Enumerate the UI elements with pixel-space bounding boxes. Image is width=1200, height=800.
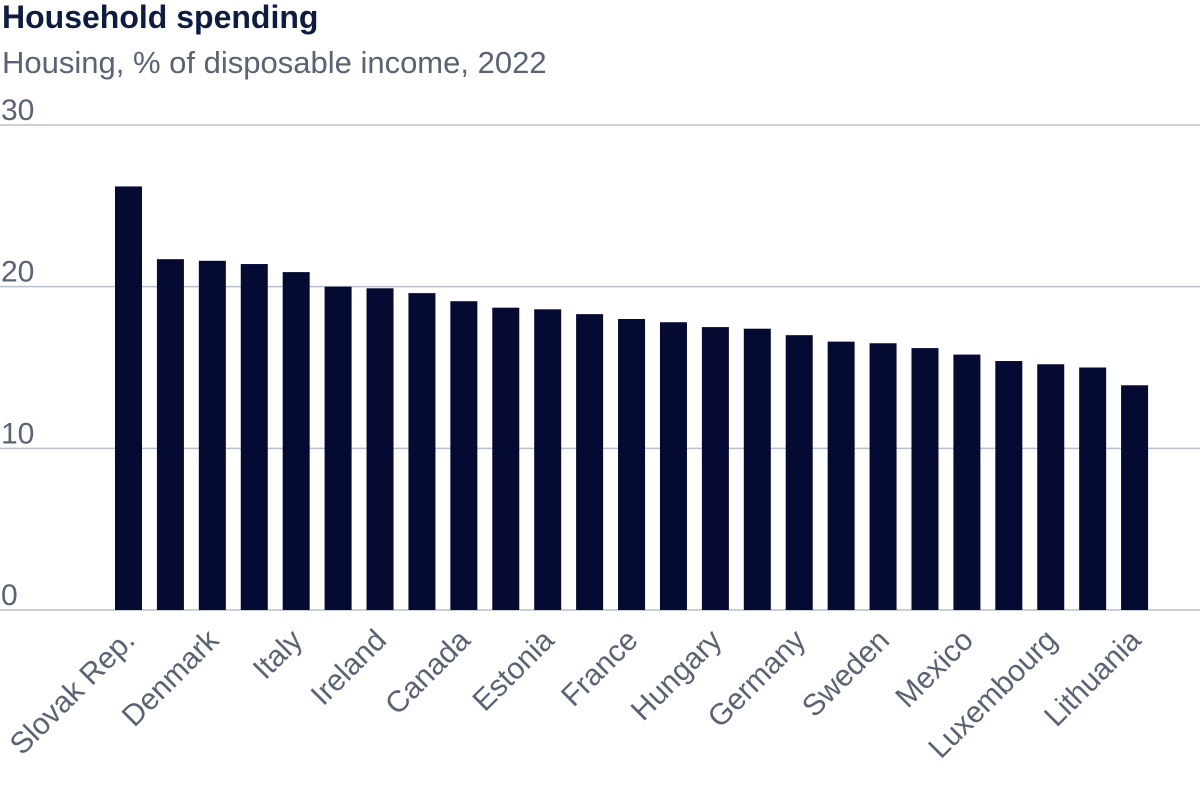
x-category-label: Slovak Rep.	[4, 624, 142, 762]
bar	[995, 361, 1023, 610]
bar	[785, 335, 813, 610]
bar	[450, 301, 478, 610]
bar	[869, 343, 897, 610]
bar	[366, 288, 394, 610]
bar	[1079, 367, 1107, 610]
bar	[534, 309, 562, 610]
bar	[911, 348, 939, 610]
x-category-label: Italy	[247, 624, 309, 686]
bar	[408, 293, 436, 610]
bar	[1037, 364, 1065, 610]
bar	[1121, 385, 1149, 610]
y-tick-label: 20	[1, 256, 34, 289]
y-tick-label: 30	[1, 94, 34, 127]
bar	[743, 328, 771, 610]
bar	[618, 319, 646, 610]
bar	[115, 186, 142, 610]
bar	[827, 341, 855, 610]
y-tick-label: 0	[1, 579, 18, 612]
bar	[492, 307, 520, 610]
bar	[156, 259, 184, 610]
x-category-label: Canada	[379, 623, 477, 721]
chart-title: Household spending	[2, 0, 319, 35]
bar	[701, 327, 729, 610]
x-category-label: Sweden	[796, 624, 896, 724]
x-category-label: Estonia	[467, 623, 561, 717]
bar	[324, 286, 352, 610]
bar	[576, 314, 604, 610]
bar	[282, 272, 310, 610]
y-tick-label: 10	[1, 417, 34, 450]
chart-subtitle: Housing, % of disposable income, 2022	[2, 45, 547, 80]
bar	[953, 354, 981, 610]
bar	[240, 264, 268, 610]
bar	[198, 260, 226, 610]
bar	[659, 322, 687, 610]
